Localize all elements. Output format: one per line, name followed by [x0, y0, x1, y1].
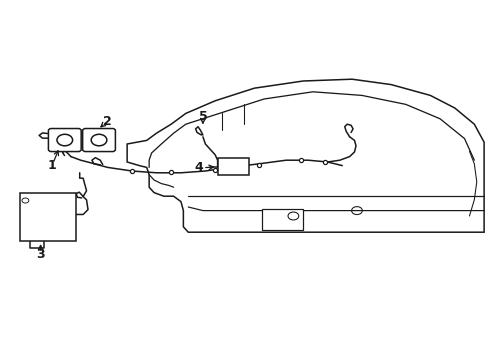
Text: 3: 3	[36, 248, 45, 261]
Text: 1: 1	[47, 159, 56, 172]
Bar	[20, 193, 76, 241]
FancyBboxPatch shape	[82, 129, 115, 152]
Text: 5: 5	[198, 110, 207, 123]
Bar	[261, 209, 303, 230]
Polygon shape	[127, 79, 483, 232]
FancyBboxPatch shape	[48, 129, 81, 152]
Bar	[217, 158, 249, 175]
Text: 2: 2	[103, 115, 112, 129]
Text: 4: 4	[195, 161, 203, 175]
